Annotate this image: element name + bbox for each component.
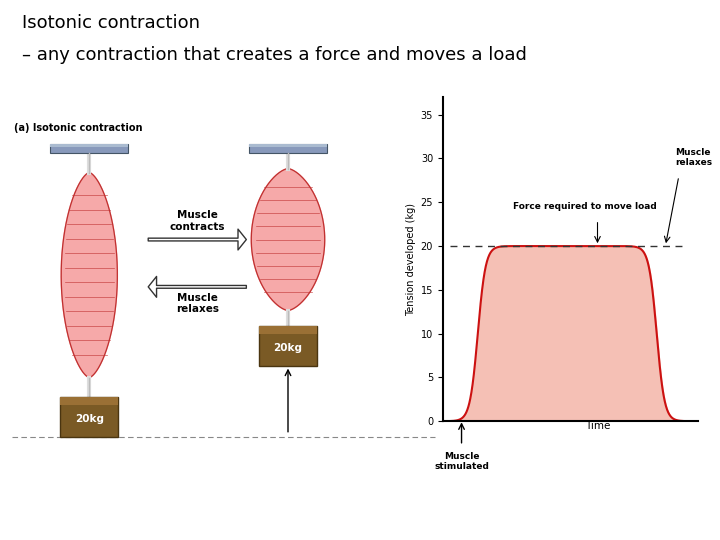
Y-axis label: Tension developed (kg): Tension developed (kg) — [406, 202, 416, 316]
Text: Time: Time — [585, 421, 610, 430]
Text: Muscle
contracts: Muscle contracts — [169, 210, 225, 232]
FancyBboxPatch shape — [50, 144, 128, 153]
FancyBboxPatch shape — [60, 397, 119, 437]
Text: (a) Isotonic contraction: (a) Isotonic contraction — [14, 123, 142, 133]
FancyBboxPatch shape — [50, 144, 128, 147]
Text: Force required to move load: Force required to move load — [513, 202, 657, 211]
Text: 20kg: 20kg — [274, 343, 302, 353]
FancyBboxPatch shape — [259, 326, 318, 366]
Polygon shape — [251, 168, 325, 310]
FancyBboxPatch shape — [249, 144, 327, 153]
FancyBboxPatch shape — [249, 144, 327, 147]
Text: Isotonic contraction: Isotonic contraction — [22, 14, 199, 31]
Text: Muscle
relaxes: Muscle relaxes — [675, 148, 713, 167]
Text: 20kg: 20kg — [75, 414, 104, 424]
Text: Muscle
relaxes: Muscle relaxes — [176, 293, 219, 314]
Text: – any contraction that creates a force and moves a load: – any contraction that creates a force a… — [22, 46, 526, 64]
Text: Muscle
stimulated: Muscle stimulated — [434, 452, 489, 471]
Polygon shape — [61, 172, 117, 377]
FancyBboxPatch shape — [259, 326, 318, 334]
FancyBboxPatch shape — [60, 397, 119, 405]
